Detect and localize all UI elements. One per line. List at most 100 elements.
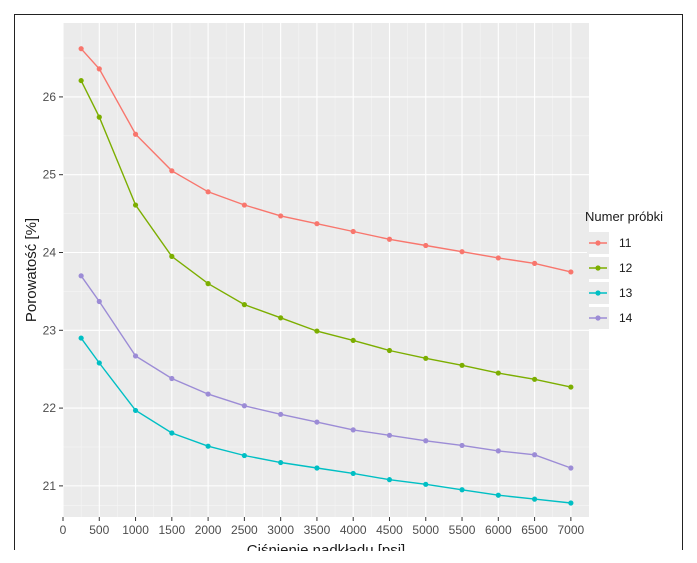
y-axis-title: Porowatość [%] (23, 218, 40, 322)
plot-panel (63, 23, 589, 517)
data-point (78, 273, 84, 279)
data-point (350, 470, 356, 477)
data-point (314, 221, 320, 227)
y-tick-label: 22 (43, 401, 57, 415)
x-tick-label: 0 (60, 523, 67, 537)
x-tick-label: 5000 (412, 523, 439, 537)
data-point (132, 131, 139, 137)
legend-label: 11 (619, 236, 632, 250)
legend-item-13: 13 (587, 282, 633, 304)
y-axis: 21 22 23 24 25 26 (43, 90, 63, 493)
data-point (169, 430, 175, 436)
data-point (495, 370, 501, 376)
data-point (350, 228, 356, 235)
data-point (423, 438, 429, 444)
data-point (350, 427, 356, 433)
data-point (278, 213, 284, 219)
data-point (278, 459, 284, 466)
data-point (96, 114, 102, 120)
x-tick-label: 2500 (231, 523, 258, 537)
data-point (78, 46, 84, 52)
data-point (386, 477, 393, 483)
legend-label: 14 (619, 311, 633, 325)
data-point (278, 315, 284, 321)
data-point (568, 269, 574, 275)
chart-frame: 0 500 1000 1500 2000 2500 3000 3500 4000 4500 5000… (14, 14, 683, 551)
data-point (314, 465, 320, 471)
legend-key-point (595, 265, 601, 271)
x-tick-label: 3500 (304, 523, 331, 537)
data-point (205, 391, 211, 397)
data-point (278, 411, 284, 417)
x-axis-title: Ciśnienie nadkładu [psi] (247, 542, 405, 551)
data-point (531, 496, 538, 502)
y-tick-label: 21 (43, 479, 57, 493)
y-tick-label: 26 (43, 90, 57, 104)
x-tick-label: 7000 (558, 523, 585, 537)
x-tick-label: 6500 (521, 523, 548, 537)
data-point (314, 419, 320, 425)
x-axis: 0 500 1000 1500 2000 2500 3000 3500 4000 4500 5000… (60, 517, 585, 537)
x-tick-label: 4500 (376, 523, 403, 537)
data-point (78, 335, 84, 341)
data-point (241, 302, 247, 308)
legend-item-14: 14 (587, 307, 633, 329)
series-layer (78, 46, 574, 506)
data-point (386, 347, 393, 354)
legend-title: Numer próbki (585, 209, 663, 224)
data-point (423, 481, 429, 487)
data-point (78, 77, 84, 84)
legend-item-12: 12 (587, 257, 633, 279)
data-point (241, 452, 247, 459)
legend-key-point (595, 290, 601, 296)
legend-item-11: 11 (587, 232, 632, 254)
series-11 (78, 46, 574, 275)
series-12 (78, 77, 574, 390)
series-13 (78, 335, 574, 506)
data-point (568, 500, 574, 506)
legend: Numer próbki 11 12 13 14 (585, 209, 663, 329)
data-point (386, 432, 393, 438)
legend-items: 11 12 13 14 (587, 232, 633, 329)
data-point (205, 443, 211, 449)
data-point (350, 337, 356, 344)
line-chart: 0 500 1000 1500 2000 2500 3000 3500 4000 4500 5000… (23, 23, 663, 551)
x-tick-label: 3000 (267, 523, 294, 537)
data-point (132, 407, 139, 414)
y-tick-label: 25 (43, 168, 57, 182)
x-tick-label: 1500 (158, 523, 185, 537)
grid-major (62, 23, 589, 517)
grid-minor (63, 23, 589, 517)
legend-label: 13 (619, 286, 633, 300)
data-point (459, 362, 465, 368)
data-point (423, 242, 429, 249)
data-point (459, 249, 465, 255)
data-point (495, 448, 501, 454)
legend-key-point (595, 315, 601, 321)
data-point (132, 353, 139, 359)
data-point (495, 492, 501, 498)
data-point (96, 298, 102, 305)
data-point (386, 236, 393, 242)
data-point (205, 281, 211, 287)
data-point (96, 360, 102, 366)
data-point (169, 375, 175, 382)
data-point (314, 328, 320, 334)
x-tick-label: 6000 (485, 523, 512, 537)
data-point (459, 442, 465, 449)
data-point (568, 465, 574, 471)
data-point (169, 253, 175, 259)
data-point (96, 66, 102, 72)
y-tick-label: 24 (43, 245, 57, 259)
x-tick-label: 1000 (122, 523, 149, 537)
x-tick-label: 5500 (449, 523, 476, 537)
data-point (132, 202, 139, 208)
legend-label: 12 (619, 261, 633, 275)
data-point (531, 376, 538, 382)
data-point (531, 260, 538, 266)
data-point (495, 255, 501, 261)
data-point (423, 355, 429, 361)
x-tick-label: 4000 (340, 523, 367, 537)
data-point (241, 202, 247, 208)
data-point (531, 452, 538, 458)
